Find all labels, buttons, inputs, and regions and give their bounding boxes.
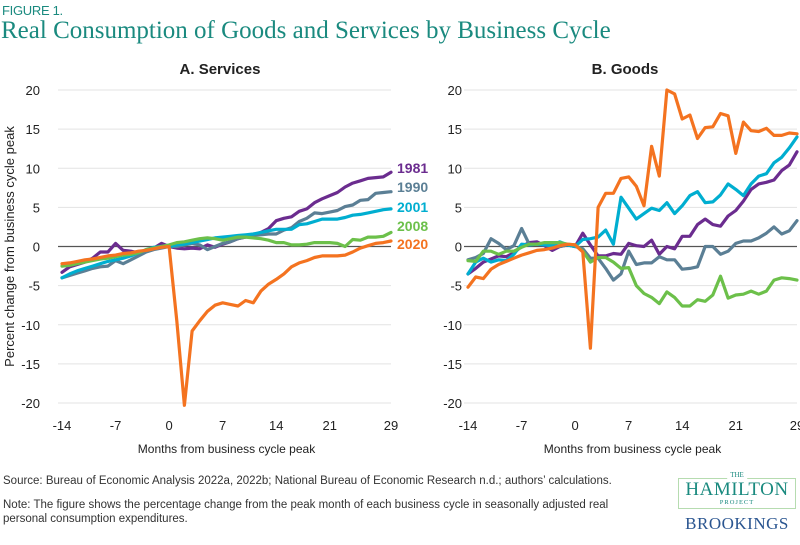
note-text: Note: The figure shows the percentage ch… bbox=[3, 499, 609, 525]
y-tick-label: -5 bbox=[28, 279, 40, 294]
series-label-1981: 1981 bbox=[397, 160, 428, 176]
x-tick-label: 7 bbox=[625, 418, 632, 433]
series-label-2020: 2020 bbox=[397, 236, 428, 252]
y-tick-label: 10 bbox=[448, 161, 462, 176]
series-label-2001: 2001 bbox=[397, 199, 428, 215]
y-tick-label: 15 bbox=[26, 122, 40, 137]
y-tick-label: -10 bbox=[21, 318, 40, 333]
y-tick-label: 10 bbox=[26, 161, 40, 176]
x-tick-label: -14 bbox=[53, 418, 72, 433]
panel-title: B. Goods bbox=[592, 61, 659, 78]
x-tick-label: 14 bbox=[269, 418, 283, 433]
series-label-2008: 2008 bbox=[397, 218, 428, 234]
x-tick-label: 7 bbox=[219, 418, 226, 433]
panel-title: A. Services bbox=[180, 61, 261, 78]
x-tick-label: 14 bbox=[675, 418, 689, 433]
y-axis-label: Percent change from business cycle peak bbox=[2, 126, 17, 367]
x-tick-label: -7 bbox=[110, 418, 122, 433]
series-line-2008 bbox=[466, 241, 799, 308]
y-tick-label: -15 bbox=[443, 357, 462, 372]
source-text: Source: Bureau of Economic Analysis 2022… bbox=[3, 475, 612, 487]
x-axis-label: Months from business cycle peak bbox=[138, 442, 316, 456]
x-tick-label: 0 bbox=[571, 418, 578, 433]
figure-label: FIGURE 1. bbox=[2, 3, 63, 18]
series-line-2001 bbox=[60, 207, 393, 280]
y-tick-label: -10 bbox=[443, 318, 462, 333]
y-tick-label: 0 bbox=[33, 240, 40, 255]
series-line-2020 bbox=[466, 88, 799, 350]
y-tick-label: -20 bbox=[21, 396, 40, 411]
x-tick-label: 21 bbox=[729, 418, 743, 433]
x-tick-label: -7 bbox=[516, 418, 528, 433]
series-line-1990 bbox=[60, 190, 393, 280]
series-line-2020 bbox=[60, 239, 393, 407]
x-axis-label: Months from business cycle peak bbox=[544, 442, 722, 456]
y-tick-label: 5 bbox=[455, 200, 462, 215]
y-tick-label: 5 bbox=[33, 200, 40, 215]
series-line-2001 bbox=[466, 135, 799, 276]
y-tick-label: 0 bbox=[455, 240, 462, 255]
chart-area: A. Services 20 15 10 5 0 -5 -10 -15 -20 -14 -7 0 7 14 2… bbox=[2, 61, 800, 456]
x-tick-label: -14 bbox=[459, 418, 478, 433]
y-tick-label: 20 bbox=[448, 83, 462, 98]
x-tick-label: 0 bbox=[165, 418, 172, 433]
y-tick-label: -5 bbox=[450, 279, 462, 294]
y-tick-label: 20 bbox=[26, 83, 40, 98]
y-tick-label: -20 bbox=[443, 396, 462, 411]
x-tick-label: 21 bbox=[323, 418, 337, 433]
series-label-1990: 1990 bbox=[397, 179, 428, 195]
figure-title: Real Consumption of Goods and Services b… bbox=[1, 17, 611, 44]
y-tick-label: -15 bbox=[21, 357, 40, 372]
x-tick-label: 29 bbox=[790, 418, 800, 433]
y-tick-label: 15 bbox=[448, 122, 462, 137]
series-line-1990 bbox=[466, 219, 799, 282]
x-tick-label: 29 bbox=[384, 418, 398, 433]
hamilton-brookings-logo: THE HAMILTON PROJECT BROOKINGS bbox=[678, 471, 796, 534]
